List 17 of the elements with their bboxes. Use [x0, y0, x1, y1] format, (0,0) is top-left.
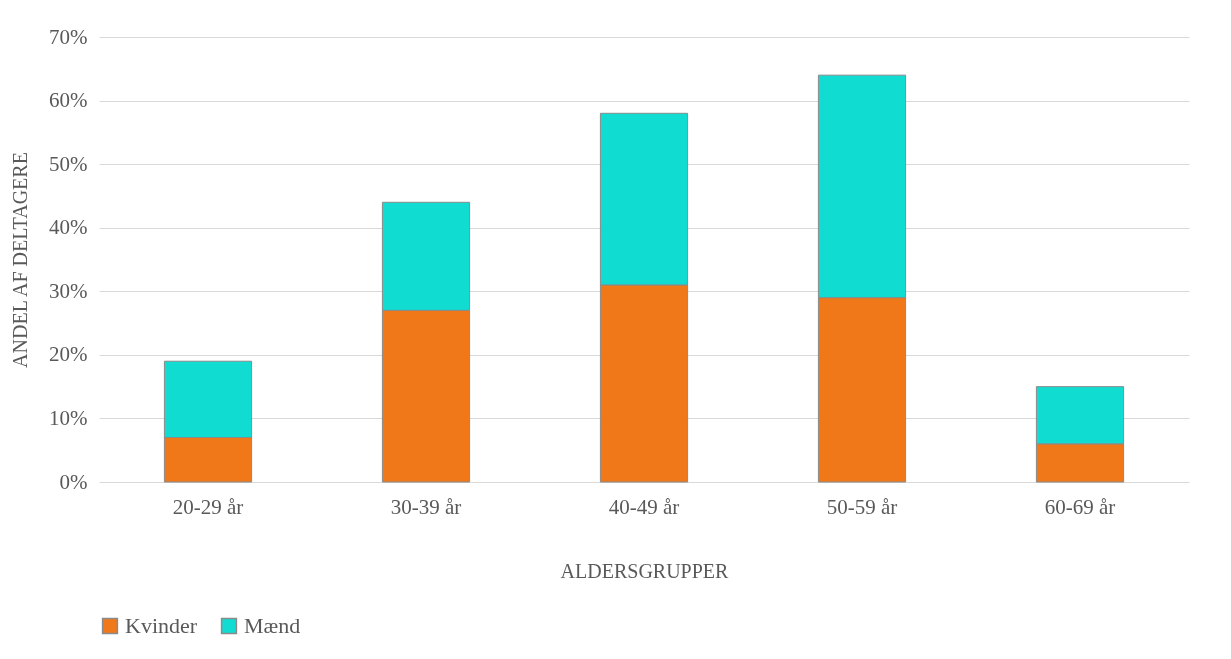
x-tick-label: 40-49 år: [608, 494, 680, 519]
y-tick-label: 60%: [49, 88, 88, 113]
legend-label: Mænd: [244, 613, 301, 638]
x-axis-title: ALDERSGRUPPER: [560, 559, 730, 582]
x-tick-label: 50-59 år: [826, 494, 898, 519]
y-tick-label: 20%: [49, 342, 88, 367]
legend-label: Kvinder: [125, 613, 198, 638]
y-axis-title: ANDEL AF DELTAGERE: [9, 152, 32, 368]
x-tick-label: 30-39 år: [390, 494, 462, 519]
y-tick-label: 0%: [59, 469, 88, 494]
y-tick-label: 70%: [49, 24, 88, 49]
y-tick-label: 40%: [49, 215, 88, 240]
y-tick-label: 50%: [49, 151, 88, 176]
x-tick-label: 60-69 år: [1044, 494, 1116, 519]
y-tick-label: 10%: [49, 405, 88, 430]
x-tick-label: 20-29 år: [172, 494, 244, 519]
y-tick-label: 30%: [49, 278, 88, 303]
